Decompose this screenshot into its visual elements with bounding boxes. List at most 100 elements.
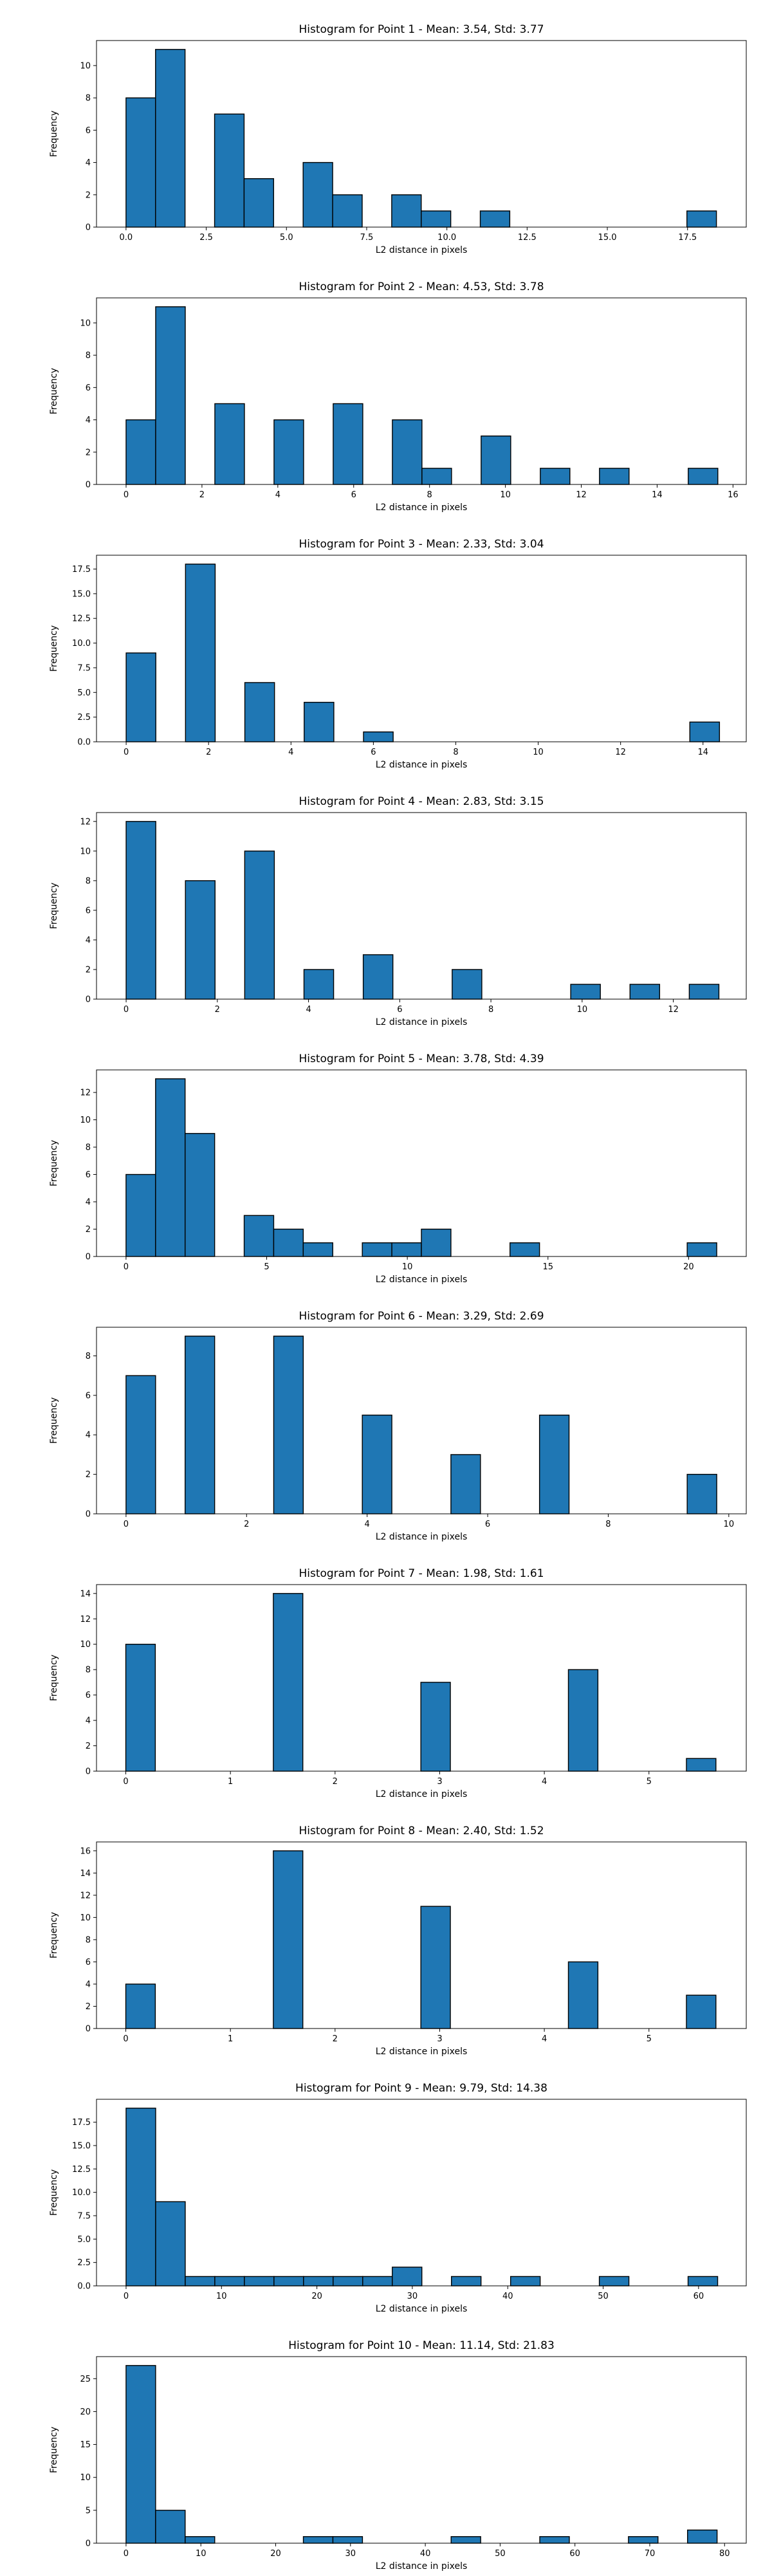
histogram-bar (450, 1454, 481, 1514)
x-tick-label: 1 (228, 1777, 233, 1787)
chart-title: Histogram for Point 6 - Mean: 3.29, Std:… (299, 1310, 544, 1323)
y-tick-label: 12 (80, 817, 91, 827)
x-tick-label: 10 (724, 1520, 735, 1529)
x-tick-label: 4 (542, 1777, 547, 1787)
y-tick-label: 0 (86, 481, 91, 490)
histogram-bar (420, 1906, 451, 2029)
y-tick-label: 8 (86, 1935, 91, 1945)
chart-title: Histogram for Point 10 - Mean: 11.14, St… (288, 2339, 555, 2352)
histogram-bar (244, 2276, 275, 2286)
histogram-9: Histogram for Point 9 - Mean: 9.79, Std:… (49, 2082, 747, 2314)
histogram-bar (214, 2276, 245, 2286)
y-tick-label: 7.5 (77, 2211, 91, 2221)
y-tick-label: 15.0 (72, 589, 91, 599)
y-tick-label: 2 (86, 1470, 91, 1480)
histogram-bar (686, 1473, 717, 1514)
y-tick-label: 0 (86, 1253, 91, 1262)
x-tick-label: 0 (124, 1520, 129, 1529)
x-tick-label: 7.5 (360, 233, 374, 243)
histogram-bar (510, 2276, 541, 2286)
y-tick-label: 4 (86, 416, 91, 425)
histogram-bar (452, 969, 482, 1000)
histogram-bar (332, 2536, 363, 2544)
x-tick-label: 6 (485, 1520, 490, 1529)
histogram-bar (303, 969, 335, 1000)
x-tick-label: 3 (437, 2034, 442, 2044)
x-tick-label: 2 (199, 490, 205, 500)
x-tick-label: 60 (694, 2292, 704, 2301)
histogram-2: Histogram for Point 2 - Mean: 4.53, Std:… (49, 281, 747, 513)
y-tick-label: 0 (86, 1767, 91, 1777)
y-tick-label: 14 (80, 1869, 91, 1879)
chart-title: Histogram for Point 5 - Mean: 3.78, Std:… (299, 1053, 544, 1065)
y-tick-label: 16 (80, 1846, 91, 1856)
x-tick-label: 4 (542, 2034, 547, 2044)
y-tick-label: 0 (86, 1510, 91, 1520)
histogram-bar (538, 1414, 570, 1514)
histogram-bar (362, 2276, 393, 2286)
histogram-bar (333, 2276, 363, 2286)
x-tick-label: 5 (647, 2034, 652, 2044)
y-tick-label: 0.0 (77, 2282, 91, 2292)
x-axis-label: L2 distance in pixels (376, 1789, 468, 1799)
y-tick-label: 0 (86, 2539, 91, 2549)
y-tick-label: 2 (86, 2002, 91, 2012)
histogram-bar (451, 2276, 482, 2286)
histogram-bar (273, 419, 304, 485)
histogram-bar (155, 306, 186, 485)
histogram-bar (125, 419, 156, 485)
y-tick-label: 10.0 (72, 639, 91, 649)
histogram-bar (155, 49, 186, 228)
chart-title: Histogram for Point 2 - Mean: 4.53, Std:… (299, 281, 544, 293)
histogram-bar (539, 2536, 570, 2544)
histogram-bar (303, 2276, 334, 2286)
y-tick-label: 6 (86, 126, 91, 136)
y-tick-label: 4 (86, 935, 91, 945)
x-tick-label: 80 (719, 2549, 730, 2559)
x-tick-label: 60 (569, 2549, 580, 2559)
plot-frame (96, 297, 747, 485)
x-tick-label: 12 (668, 1005, 679, 1015)
histogram-bar (420, 1682, 451, 1772)
histogram-bar (125, 821, 156, 1000)
histogram-bar (243, 178, 275, 228)
histogram-bar (273, 2276, 304, 2286)
y-tick-label: 10 (80, 847, 91, 856)
histogram-bar (185, 564, 216, 742)
x-tick-label: 0 (123, 1777, 128, 1787)
histogram-bar (598, 2276, 630, 2286)
histogram-bar (567, 1669, 599, 1772)
x-tick-label: 2 (244, 1520, 249, 1529)
y-axis-label: Frequency (49, 1912, 59, 1958)
histogram-5: Histogram for Point 5 - Mean: 3.78, Std:… (49, 1053, 747, 1285)
histogram-bar (599, 468, 630, 485)
histogram-bar (273, 1336, 304, 1514)
chart-title: Histogram for Point 1 - Mean: 3.54, Std:… (299, 23, 544, 36)
x-tick-label: 30 (407, 2292, 418, 2301)
plot-frame (96, 40, 747, 228)
histogram-bar (362, 1242, 392, 1257)
histogram-bar (155, 2510, 186, 2544)
y-tick-label: 8 (86, 876, 91, 886)
y-tick-label: 2 (86, 190, 91, 200)
x-axis-label: L2 distance in pixels (376, 2304, 468, 2314)
y-tick-label: 12.5 (72, 614, 91, 624)
x-tick-label: 0.0 (120, 233, 133, 243)
x-tick-label: 2.5 (199, 233, 213, 243)
x-axis-label: L2 distance in pixels (376, 1017, 468, 1027)
histogram-bar (185, 1133, 216, 1257)
histogram-bar (688, 468, 719, 485)
y-tick-label: 10.0 (72, 2188, 91, 2198)
histogram-bar (510, 1242, 540, 1257)
y-axis-label: Frequency (49, 1397, 59, 1444)
x-tick-label: 12 (615, 748, 626, 757)
histogram-10: Histogram for Point 10 - Mean: 11.14, St… (49, 2339, 747, 2571)
histogram-bar (302, 1242, 333, 1257)
histogram-bar (125, 1375, 156, 1514)
histogram-bar (332, 194, 363, 228)
y-axis-label: Frequency (49, 1655, 59, 1701)
y-tick-label: 6 (86, 1958, 91, 1967)
histogram-bar (273, 1593, 304, 1772)
x-tick-label: 4 (288, 748, 293, 757)
histogram-bar (689, 721, 721, 742)
